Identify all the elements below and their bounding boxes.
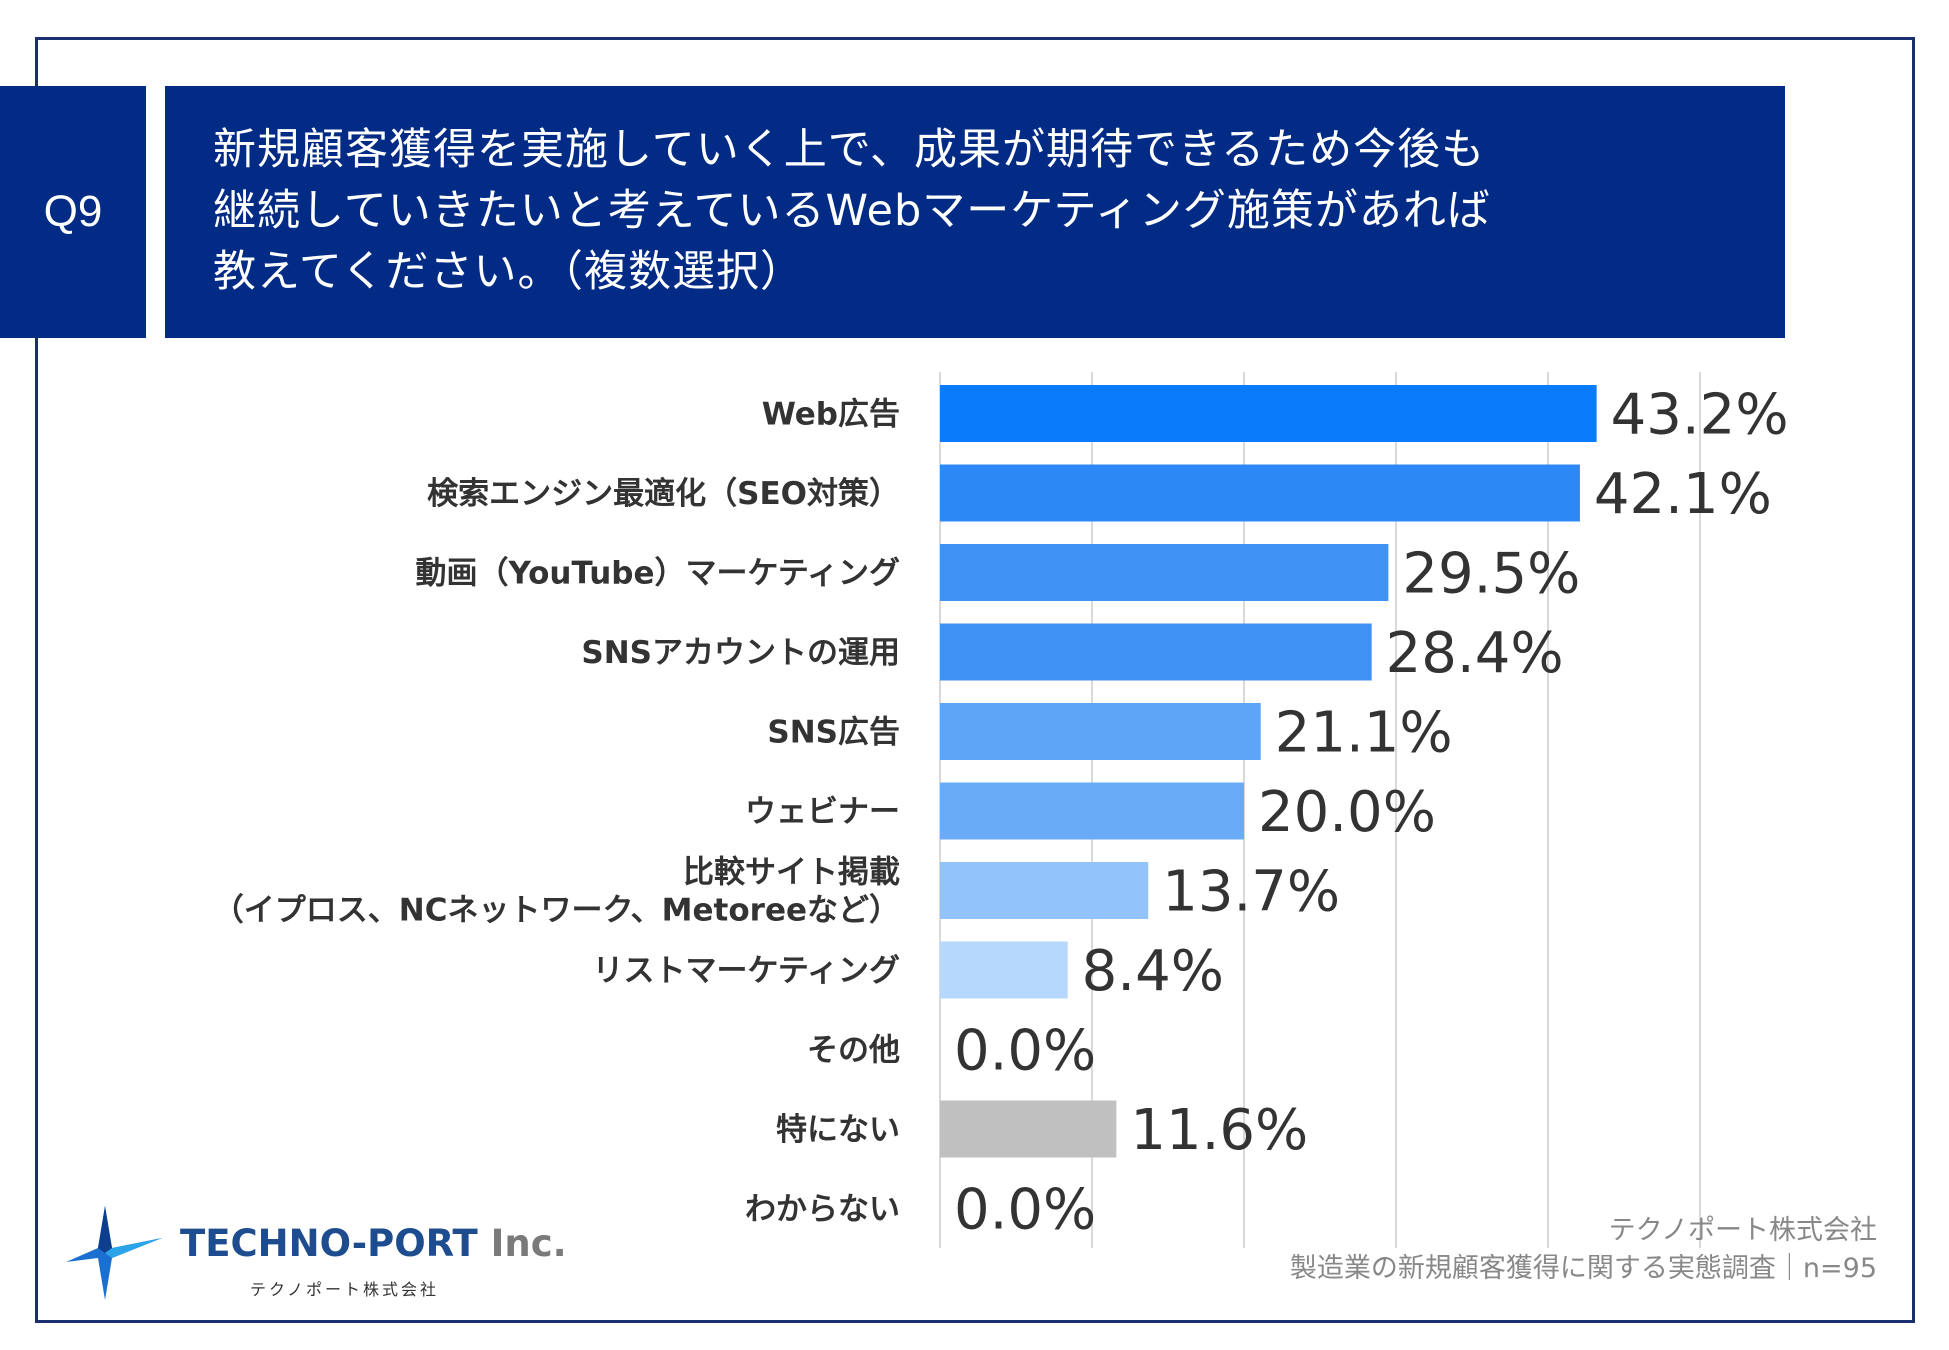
value-label-6: 13.7% <box>1162 860 1340 925</box>
value-labels: 43.2% 42.1%29.5% 28.4% 21.1% 20.0% 13.7% 8.4% 0… <box>954 383 1789 1243</box>
bar-4 <box>940 703 1261 760</box>
category-label-0-0: Web広告 <box>762 397 900 433</box>
bars <box>940 385 1597 1158</box>
value-label-1: 42.1% <box>1594 462 1772 527</box>
logo-mark-icon <box>66 1206 162 1300</box>
source-line-2: 製造業の新規顧客獲得に関する実態調査｜n=95 <box>1289 1253 1877 1284</box>
question-number: Q9 <box>0 86 146 338</box>
category-label-4-0: SNS広告 <box>767 715 900 751</box>
logo-text: TECHNO-PORT Inc. <box>180 1222 567 1265</box>
category-label-1-0: 検索エンジン最適化（SEO対策） <box>427 476 900 512</box>
category-label-3-0: SNSアカウントの運用 <box>581 635 900 671</box>
category-label-8-0: その他 <box>807 1033 900 1069</box>
source-line-1: テクノポート株式会社 <box>1608 1215 1877 1246</box>
value-label-7: 8.4% <box>1082 939 1224 1004</box>
question-title: 新規顧客獲得を実施していく上で、成果が期待できるため今後も 継続していきたいと考… <box>165 86 1785 338</box>
bar-0 <box>940 385 1597 442</box>
title-line-3: 教えてください。（複数選択） <box>213 247 805 297</box>
value-label-2: 29.5% <box>1402 542 1580 607</box>
logo-suffix: Inc. <box>490 1222 567 1265</box>
category-label-6-1: （イプロス、NCネットワーク、Metoreeなど） <box>213 893 900 929</box>
category-label-2-0: 動画（YouTube）マーケティング <box>415 556 900 592</box>
category-label-5-0: ウェビナー <box>745 794 900 830</box>
bar-1 <box>940 464 1580 522</box>
title-line-2: 継続していきたいと考えているWebマーケティング施策があれば <box>213 186 1491 236</box>
bar-9 <box>940 1100 1117 1158</box>
bar-5 <box>940 782 1244 840</box>
value-label-4: 21.1% <box>1275 701 1453 766</box>
category-label-9-0: 特にない <box>776 1112 900 1148</box>
category-label-6-0: 比較サイト掲載 <box>683 855 900 891</box>
bar-6 <box>940 862 1149 919</box>
bar-2 <box>940 544 1389 601</box>
category-label-7-0: リストマーケティング <box>592 953 900 989</box>
value-label-8: 0.0% <box>954 1019 1096 1084</box>
source-note: テクノポート株式会社 製造業の新規顧客獲得に関する実態調査｜n=95 <box>1290 1212 1877 1288</box>
category-label-10-0: わからない <box>745 1192 900 1228</box>
value-label-10: 0.0% <box>954 1178 1096 1243</box>
value-label-3: 28.4% <box>1386 621 1564 686</box>
company-logo: TECHNO-PORT Inc. テクノポート株式会社 <box>60 1200 567 1310</box>
bar-7 <box>940 941 1068 999</box>
logo-subtitle: テクノポート株式会社 <box>250 1280 440 1299</box>
logo-name: TECHNO-PORT <box>180 1222 478 1265</box>
bar-3 <box>940 623 1372 681</box>
outer-frame <box>35 37 1915 1323</box>
value-label-0: 43.2% <box>1611 383 1789 448</box>
title-line-1: 新規顧客獲得を実施していく上で、成果が期待できるため今後も <box>213 125 1486 175</box>
value-label-5: 20.0% <box>1258 780 1436 845</box>
value-label-9: 11.6% <box>1130 1098 1308 1163</box>
